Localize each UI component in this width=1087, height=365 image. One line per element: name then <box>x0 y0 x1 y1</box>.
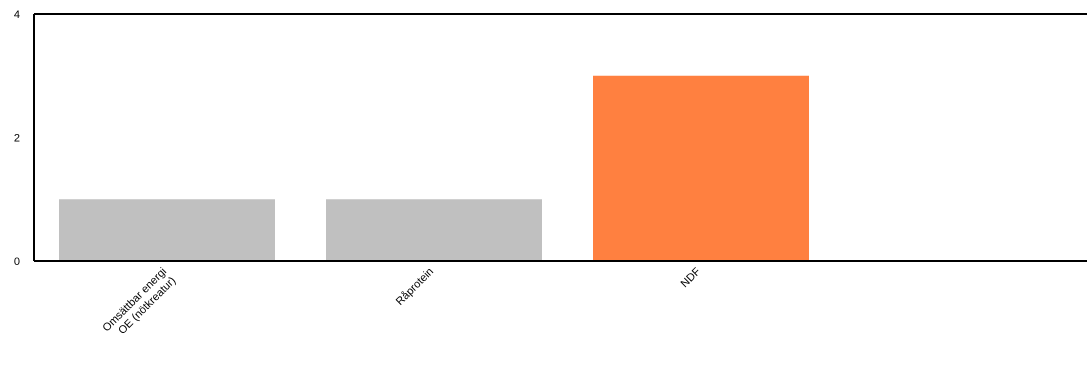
x-category-label: NDF <box>679 265 704 290</box>
bars-group <box>59 75 809 261</box>
bar <box>326 199 542 261</box>
y-tick-label: 2 <box>14 133 20 145</box>
y-tick-label: 4 <box>14 9 20 21</box>
x-category-label: Råprotein <box>394 266 436 308</box>
y-axis-ticks: 0 2 4 <box>14 9 20 268</box>
x-axis-labels: Omsättbar energiOE (nötkreatur) Råprotein… <box>101 265 704 344</box>
x-category-label: Omsättbar energiOE (nötkreatur) <box>101 266 179 344</box>
bar <box>59 199 275 261</box>
y-tick-label: 0 <box>14 256 20 268</box>
x-category-label-line: NDF <box>679 265 704 290</box>
x-category-label-line: Råprotein <box>394 266 436 308</box>
bar <box>593 75 809 261</box>
